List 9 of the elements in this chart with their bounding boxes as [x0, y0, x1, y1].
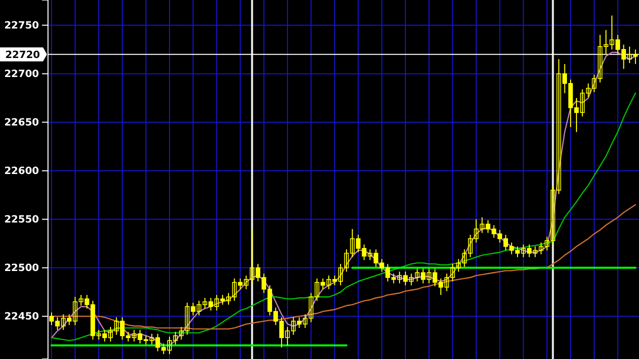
- y-tick-label: 22700: [4, 68, 40, 80]
- y-tick-label: 22600: [4, 166, 40, 177]
- y-tick-label: 22750: [4, 20, 40, 32]
- y-tick-label: 22650: [4, 117, 40, 128]
- line-series: [50, 92, 636, 342]
- y-tick-label: 22450: [4, 312, 40, 323]
- y-tick-label: 22500: [4, 262, 40, 274]
- y-tick-label: 22550: [4, 214, 40, 226]
- ref-line-label: 22720: [5, 50, 40, 61]
